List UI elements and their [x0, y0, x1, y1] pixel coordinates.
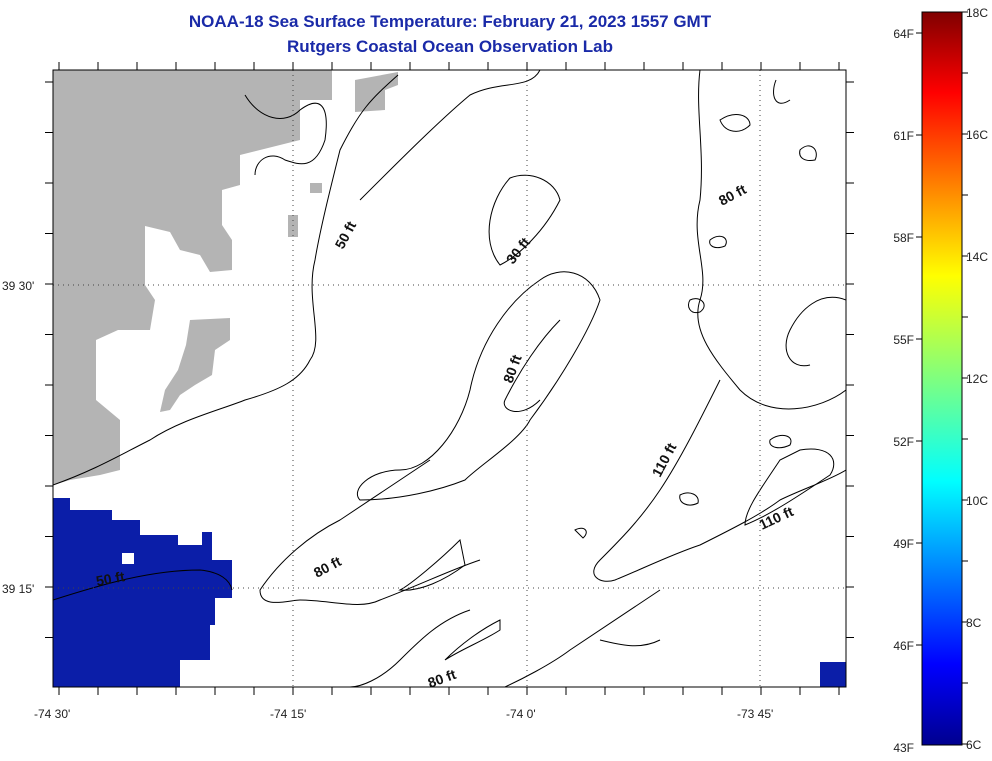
map-title: NOAA-18 Sea Surface Temperature: Februar…: [188, 12, 712, 31]
lon-axis-labels: -74 30' -74 15' -74 0' -73 45': [34, 707, 773, 721]
lat-axis-labels: 39 30' 39 15': [2, 279, 34, 596]
colorbar-f-label: 61F: [893, 129, 914, 143]
map-panel: [53, 70, 846, 687]
lat-label: 39 30': [2, 279, 34, 293]
lon-label: -74 30': [34, 707, 70, 721]
colorbar-c-label: 10C: [966, 494, 988, 508]
map-subtitle: Rutgers Coastal Ocean Observation Lab: [287, 37, 613, 56]
colorbar-c-label: 14C: [966, 250, 988, 264]
map-frame: [45, 62, 854, 695]
lon-label: -74 0': [506, 707, 536, 721]
colorbar-f-label: 58F: [893, 231, 914, 245]
land-patch: [355, 72, 398, 112]
colorbar-c-label: 8C: [966, 616, 982, 630]
sst-water-patch: [820, 662, 846, 687]
sst-water-data: [53, 498, 232, 687]
contour-label: 50 ft: [95, 568, 126, 589]
graticule: [53, 70, 846, 687]
colorbar-f-label: 46F: [893, 639, 914, 653]
colorbar-c-label: 16C: [966, 128, 988, 142]
colorbar-f-label: 52F: [893, 435, 914, 449]
colorbar-gradient: [921, 11, 963, 746]
lon-label: -74 15': [270, 707, 306, 721]
lon-label: -73 45': [737, 707, 773, 721]
colorbar-f-label: 55F: [893, 333, 914, 347]
colorbar-c-label: 18C: [966, 6, 988, 20]
colorbar-f-label: 64F: [893, 27, 914, 41]
colorbar-c-label: 6C: [966, 738, 982, 752]
depth-contours: [53, 70, 846, 687]
colorbar-f-labels: 64F 61F 58F 55F 52F 49F 46F 43F: [893, 27, 914, 755]
colorbar-f-label: 43F: [893, 741, 914, 755]
lat-label: 39 15': [2, 582, 34, 596]
land-mass: [53, 70, 332, 485]
colorbar: 64F 61F 58F 55F 52F 49F 46F 43F 18C 16C …: [893, 6, 988, 755]
colorbar-c-labels: 18C 16C 14C 12C 10C 8C 6C: [966, 6, 988, 752]
land-barrier-island: [160, 318, 230, 412]
colorbar-c-label: 12C: [966, 372, 988, 386]
colorbar-f-label: 49F: [893, 537, 914, 551]
